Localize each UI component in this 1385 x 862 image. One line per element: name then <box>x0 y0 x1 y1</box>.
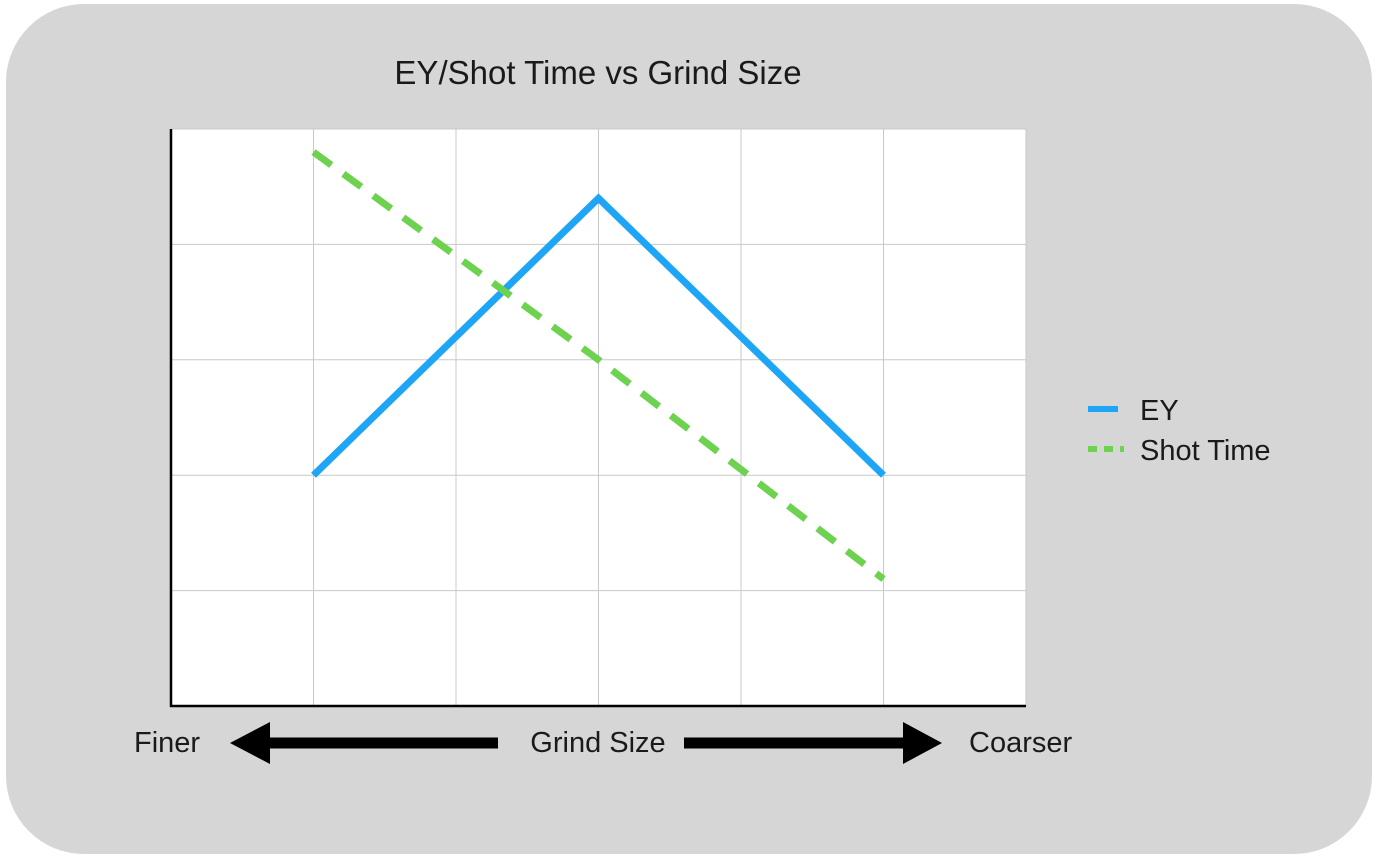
coarser-label: Coarser <box>969 727 1072 759</box>
series-group <box>311 149 886 582</box>
arrow-right-icon <box>684 722 942 764</box>
chart-title: EY/Shot Time vs Grind Size <box>394 54 801 91</box>
series-line-ey <box>311 193 886 478</box>
legend: EY Shot Time <box>1088 395 1271 467</box>
x-axis-annotation: Finer Grind Size Coarser <box>134 722 1072 764</box>
arrow-left-icon <box>230 722 498 764</box>
finer-label: Finer <box>134 727 200 759</box>
grind-size-label: Grind Size <box>530 727 665 759</box>
series-line-shot-time <box>311 149 886 582</box>
legend-label-ey: EY <box>1140 395 1179 427</box>
legend-label-shot-time: Shot Time <box>1140 435 1271 467</box>
